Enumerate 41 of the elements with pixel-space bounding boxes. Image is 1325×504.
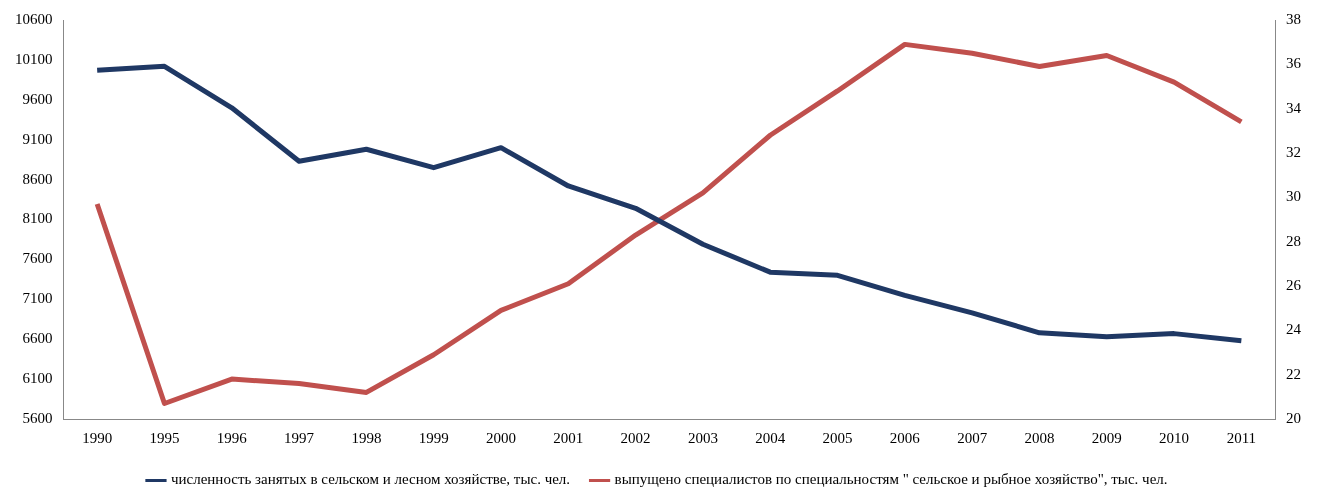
x-tick-label: 1995 bbox=[149, 429, 180, 446]
y-tick-label: 8600 bbox=[22, 170, 53, 187]
y2-tick-label: 26 bbox=[1286, 276, 1302, 293]
y2-tick-label: 22 bbox=[1286, 365, 1301, 382]
x-tick-label: 1998 bbox=[351, 429, 382, 446]
y-tick-label: 10600 bbox=[15, 10, 53, 27]
y-tick-label: 5600 bbox=[22, 409, 53, 426]
y-tick-label: 7600 bbox=[22, 250, 53, 267]
x-tick-label: 1990 bbox=[82, 429, 113, 446]
y2-tick-label: 34 bbox=[1286, 99, 1302, 116]
x-tick-label: 1996 bbox=[216, 429, 248, 446]
x-tick-label: 2004 bbox=[755, 429, 786, 446]
y2-tick-label: 38 bbox=[1286, 10, 1301, 27]
x-tick-label: 1997 bbox=[284, 429, 315, 446]
y2-tick-label: 36 bbox=[1286, 55, 1302, 72]
y2-tick-label: 20 bbox=[1286, 409, 1301, 426]
x-tick-label: 2006 bbox=[889, 429, 921, 446]
y-tick-label: 7100 bbox=[22, 290, 53, 307]
x-tick-label: 2001 bbox=[553, 429, 584, 446]
y-tick-label: 6100 bbox=[22, 370, 53, 387]
y-tick-label: 9100 bbox=[22, 130, 53, 147]
y2-tick-label: 32 bbox=[1286, 143, 1301, 160]
x-tick-label: 2000 bbox=[485, 429, 516, 446]
x-tick-label: 2011 bbox=[1226, 429, 1257, 446]
x-tick-label: 2008 bbox=[1024, 429, 1055, 446]
y-tick-label: 8100 bbox=[22, 210, 53, 227]
x-tick-label: 2007 bbox=[957, 429, 988, 446]
legend-label: выпущено специалистов по специальностям " сельское и рыбное хозяйство", тыс. чел. bbox=[614, 471, 1168, 488]
y-tick-label: 6600 bbox=[22, 330, 53, 347]
y2-tick-label: 24 bbox=[1286, 321, 1302, 338]
y-tick-label: 10100 bbox=[15, 50, 53, 67]
x-tick-label: 2009 bbox=[1091, 429, 1122, 446]
x-tick-label: 2005 bbox=[822, 429, 853, 446]
y2-tick-label: 28 bbox=[1286, 232, 1301, 249]
x-tick-label: 2003 bbox=[687, 429, 718, 446]
legend-label: численность занятых в сельском и лесном хозяйстве, тыс. чел. bbox=[170, 471, 571, 488]
x-tick-label: 2010 bbox=[1159, 429, 1190, 446]
x-tick-label: 2002 bbox=[620, 429, 651, 446]
x-tick-label: 1999 bbox=[418, 429, 449, 446]
y2-tick-label: 30 bbox=[1286, 188, 1301, 205]
y-tick-label: 9600 bbox=[22, 90, 53, 107]
